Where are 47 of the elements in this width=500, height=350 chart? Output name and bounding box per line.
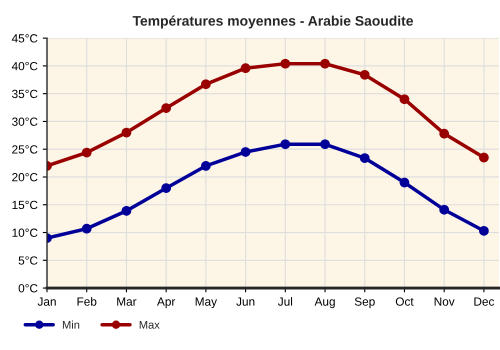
x-tick-label: Jan [38, 298, 56, 306]
y-tick-label: 5°C [18, 256, 38, 265]
point [479, 152, 489, 162]
point [201, 161, 211, 171]
y-tick-label: 40°C [12, 62, 38, 70]
point [479, 226, 489, 236]
point [360, 153, 370, 163]
x-tick-label: Mar [117, 298, 136, 306]
y-tick-label: 20°C [12, 173, 38, 182]
chart-title: Températures moyennes - Arabie Saoudite [132, 15, 414, 29]
y-tick-label: 30°C [12, 117, 38, 126]
y-tick-label: 35°C [12, 90, 38, 98]
point [439, 204, 450, 215]
x-tick-label: Jul [278, 297, 292, 306]
point [82, 148, 92, 158]
point [122, 206, 132, 216]
y-tick-label: 15°C [12, 200, 38, 210]
point [400, 94, 410, 104]
point [122, 128, 132, 138]
x-tick-label: Dec [474, 298, 494, 306]
point [280, 58, 290, 69]
x-tick-label: Oct [396, 297, 414, 306]
x-tick-label: Aug [314, 298, 335, 308]
point [320, 58, 330, 69]
point [439, 128, 450, 139]
point [240, 147, 250, 157]
x-tick-label: Nov [434, 298, 455, 306]
y-tick-label: 10°C [12, 228, 38, 237]
legend-label: Max [140, 320, 160, 329]
legend-label: Min [62, 320, 80, 329]
point [400, 178, 410, 188]
x-tick-label: Apr [156, 298, 176, 308]
point [161, 103, 172, 113]
point [280, 139, 290, 150]
x-tick-label: May [196, 298, 218, 308]
y-tick-label: 25°C [12, 145, 38, 154]
y-tick-label: 0°C [18, 284, 38, 292]
point [201, 79, 211, 90]
x-tick-label: Sep [354, 297, 375, 308]
point [320, 139, 330, 150]
point [82, 224, 92, 234]
y-tick-label: 45°C [12, 34, 38, 43]
point [240, 63, 250, 73]
point [161, 183, 172, 193]
x-tick-label: Feb [78, 297, 96, 306]
point [360, 70, 370, 80]
x-tick-label: Jun [236, 298, 254, 306]
